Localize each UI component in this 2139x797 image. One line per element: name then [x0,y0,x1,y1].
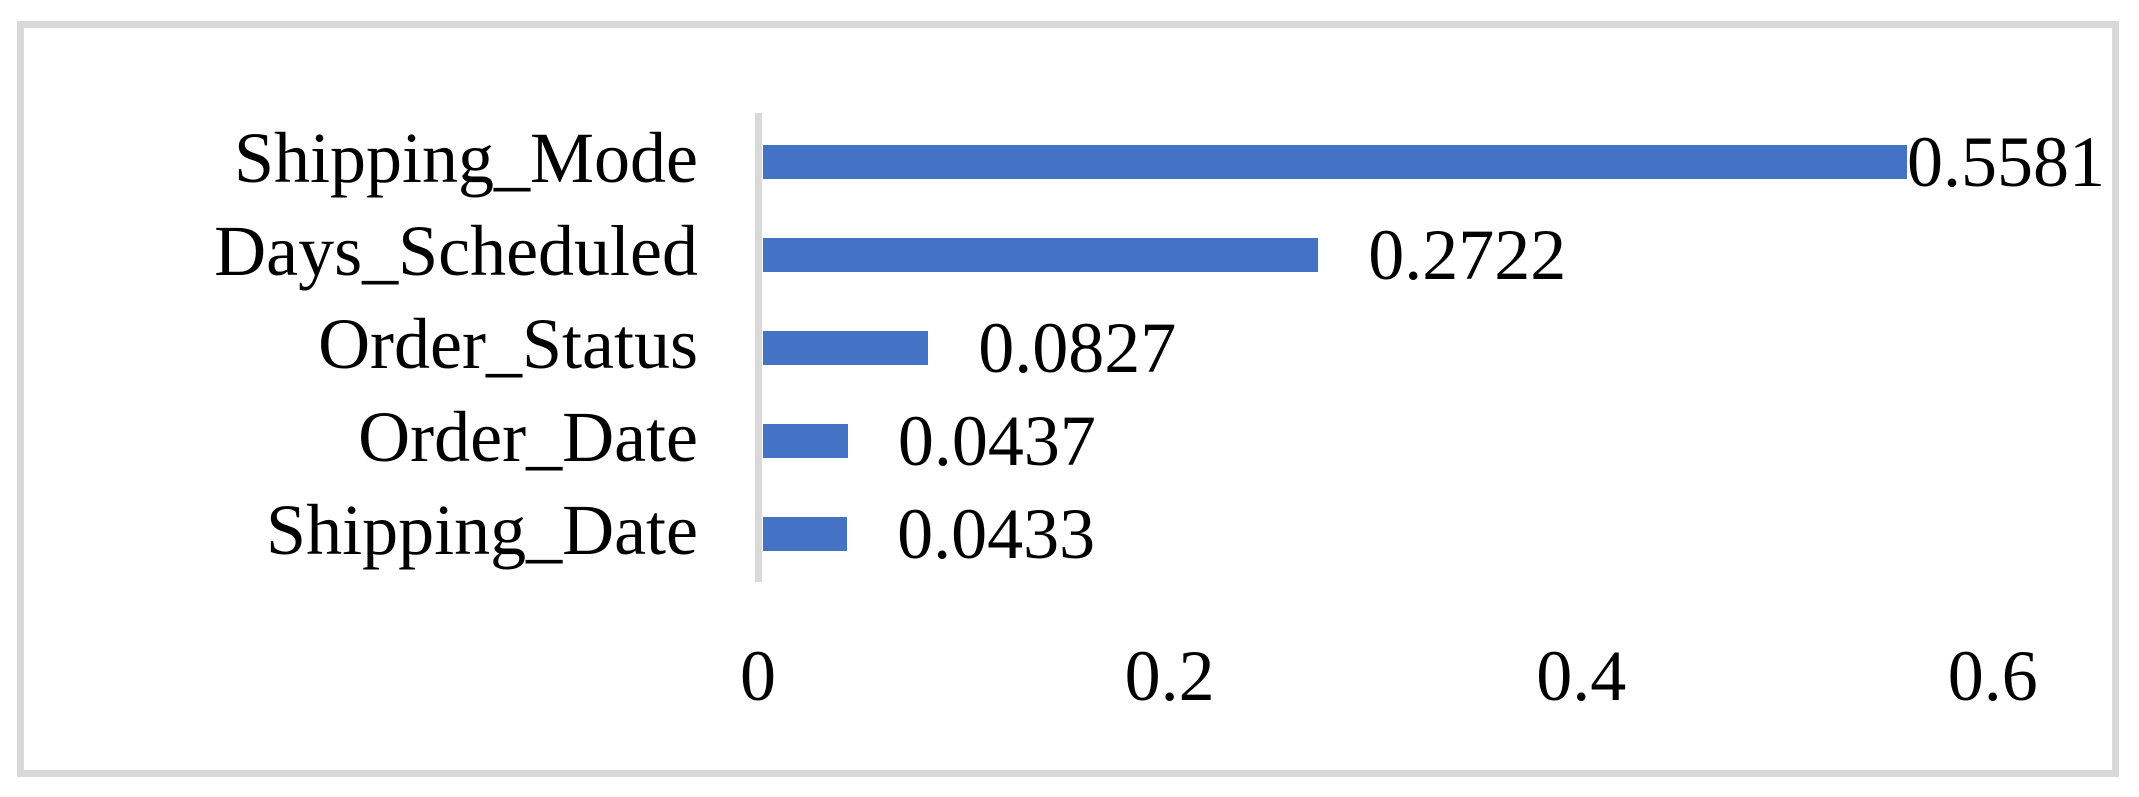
bar-order_status [763,331,928,365]
bar-shipping_mode [763,145,1907,179]
value-label-order_date: 0.0437 [897,401,1096,481]
category-label-order_date: Order_Date [358,397,698,477]
value-label-shipping_mode: 0.5581 [1907,122,2105,202]
x-tick-label-0.2: 0.2 [1124,636,1215,716]
x-tick-label-0.4: 0.4 [1536,636,1627,716]
category-label-shipping_date: Shipping_Date [266,490,698,570]
value-label-order_status: 0.0827 [978,308,1177,388]
bar-order_date [763,424,848,458]
category-label-order_status: Order_Status [318,304,698,384]
category-label-days_scheduled: Days_Scheduled [214,211,698,291]
bar-days_scheduled [763,238,1318,272]
value-label-days_scheduled: 0.2722 [1368,215,1567,295]
bar-shipping_date [763,517,847,551]
value-label-shipping_date: 0.0433 [897,494,1096,574]
x-tick-label-0: 0 [740,636,776,716]
y-axis-line [755,113,762,582]
x-tick-label-0.6: 0.6 [1947,636,2038,716]
category-label-shipping_mode: Shipping_Mode [233,118,698,198]
